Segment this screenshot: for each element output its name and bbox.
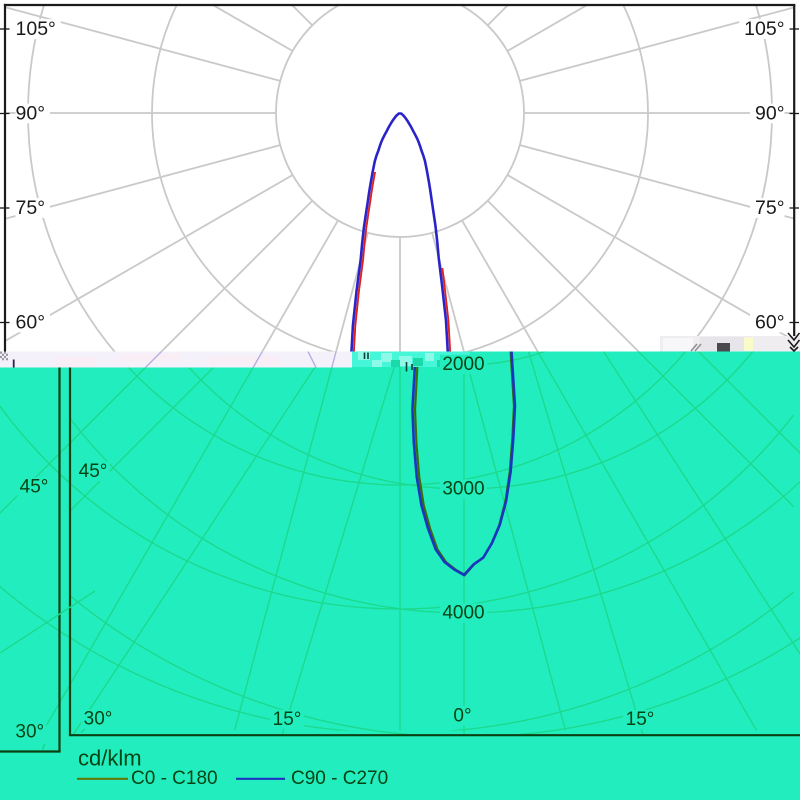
svg-text:0°: 0° <box>453 706 471 727</box>
svg-text:105°: 105° <box>744 18 784 40</box>
svg-text:C0 - C180: C0 - C180 <box>131 768 218 789</box>
svg-text:90°: 90° <box>16 103 46 125</box>
svg-text:75°: 75° <box>755 197 785 219</box>
svg-text:45°: 45° <box>79 461 108 482</box>
svg-text:15°: 15° <box>626 709 655 730</box>
svg-text:30°: 30° <box>15 722 44 743</box>
svg-text:15°: 15° <box>273 709 302 730</box>
svg-text:30°: 30° <box>84 709 113 730</box>
svg-text:60°: 60° <box>16 312 46 334</box>
svg-text:105°: 105° <box>16 18 56 40</box>
svg-text:60°: 60° <box>755 312 785 334</box>
svg-text:4000: 4000 <box>442 603 484 624</box>
svg-text:2000: 2000 <box>442 354 484 375</box>
svg-text:C90 - C270: C90 - C270 <box>291 768 388 789</box>
svg-text:75°: 75° <box>16 197 46 219</box>
svg-text:90°: 90° <box>755 103 785 125</box>
svg-text:3000: 3000 <box>442 479 484 500</box>
svg-text:45°: 45° <box>20 477 49 498</box>
svg-text:cd/klm: cd/klm <box>78 746 142 771</box>
